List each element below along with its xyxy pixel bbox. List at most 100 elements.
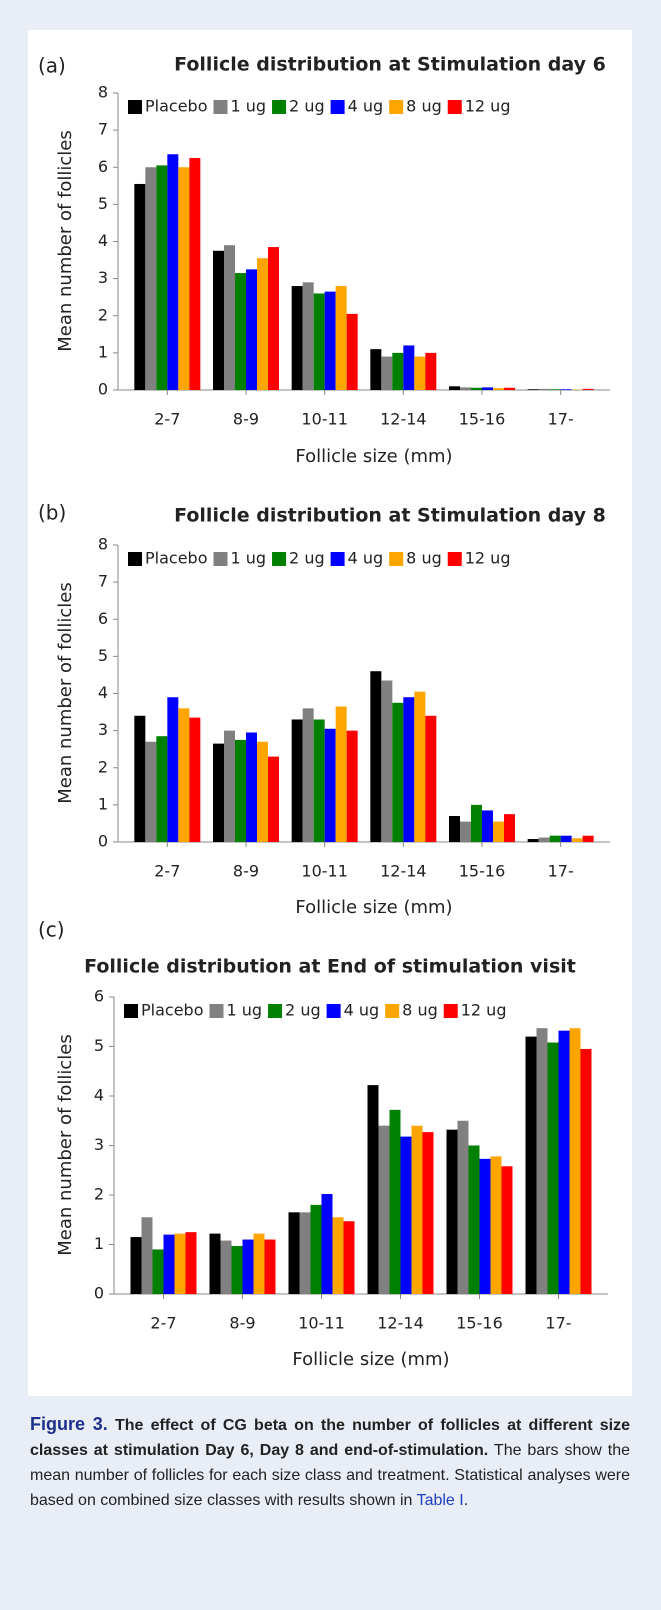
bar (220, 1240, 232, 1294)
y-tick-label: 2 (98, 757, 108, 776)
bar (167, 697, 179, 842)
bar (378, 1125, 390, 1294)
bar (479, 1158, 491, 1294)
chart-title: Follicle distribution at Stimulation day… (174, 505, 606, 527)
bar (493, 821, 504, 842)
bar (302, 708, 314, 842)
x-tick-label: 15-16 (456, 1314, 503, 1333)
caption-label: Figure 3. (30, 1414, 108, 1434)
legend-label: 2 ug (285, 1001, 321, 1020)
y-tick-label: 5 (98, 194, 108, 213)
bar (346, 313, 358, 390)
bar (224, 730, 235, 842)
bar (141, 1217, 153, 1294)
bar (381, 356, 393, 390)
bar (582, 835, 594, 842)
legend-swatch (213, 552, 228, 566)
y-tick-label: 0 (98, 380, 108, 399)
bar (392, 352, 404, 390)
x-axis-label: Follicle size (mm) (292, 1349, 449, 1370)
bar (156, 165, 168, 390)
bar (134, 183, 146, 390)
bar (549, 835, 561, 842)
legend-swatch (209, 1004, 224, 1018)
x-tick-label: 8-9 (233, 862, 259, 881)
bar (446, 1129, 458, 1294)
bar (167, 154, 179, 390)
panel-label: (c) (38, 918, 65, 942)
bar (449, 386, 460, 390)
legend-label: Placebo (145, 97, 207, 116)
legend-swatch (447, 552, 462, 566)
bar (321, 1194, 333, 1294)
legend-label: 8 ug (406, 549, 442, 568)
legend-swatch (213, 100, 228, 114)
bar (235, 739, 246, 842)
caption-end: . (463, 1492, 469, 1509)
x-tick-label: 12-14 (380, 862, 427, 881)
bar (501, 1166, 513, 1294)
bar (411, 1125, 423, 1294)
x-tick-label: 17- (545, 1314, 571, 1333)
caption: Figure 3. The effect of CG beta on the n… (30, 1412, 630, 1513)
bar (460, 387, 471, 390)
y-tick-label: 1 (98, 794, 108, 813)
bar (560, 835, 572, 842)
bar (389, 1109, 401, 1294)
y-tick-label: 5 (98, 646, 108, 665)
legend-label: 12 ug (465, 549, 511, 568)
bar (580, 1048, 592, 1294)
legend-swatch (268, 1004, 283, 1018)
y-tick-label: 3 (98, 720, 108, 739)
bar (145, 167, 157, 390)
y-tick-label: 3 (94, 1135, 104, 1154)
legend-label: 8 ug (406, 97, 442, 116)
bar (163, 1234, 175, 1294)
legend-label: 4 ug (348, 549, 384, 568)
y-tick-label: 2 (94, 1185, 104, 1204)
bar (422, 1132, 434, 1294)
legend-label: 2 ug (289, 97, 325, 116)
x-tick-label: 8-9 (233, 410, 259, 429)
bar (370, 349, 382, 390)
bar (504, 387, 515, 390)
y-axis-label: Mean number of follicles (55, 130, 76, 352)
bar (324, 728, 336, 842)
bar (145, 741, 157, 842)
bar (527, 839, 539, 842)
bar (547, 1042, 559, 1294)
y-tick-label: 1 (98, 342, 108, 361)
bar (174, 1233, 186, 1294)
y-tick-label: 1 (94, 1234, 104, 1253)
bar (324, 291, 336, 390)
bar (482, 387, 493, 390)
bar (246, 269, 257, 390)
legend-label: Placebo (141, 1001, 203, 1020)
bar (343, 1221, 355, 1294)
y-tick-label: 4 (94, 1086, 104, 1105)
table-link[interactable]: Table I (416, 1492, 464, 1509)
x-tick-label: 15-16 (459, 862, 506, 881)
bar (400, 1136, 412, 1294)
bar (457, 1120, 469, 1294)
chart-title: Follicle distribution at Stimulation day… (174, 54, 606, 76)
bar (335, 706, 347, 842)
bar (134, 715, 146, 842)
bar (213, 743, 224, 842)
bar (268, 247, 279, 390)
bar (313, 293, 325, 390)
x-tick-label: 15-16 (459, 410, 506, 429)
bar (299, 1212, 311, 1294)
bar (130, 1237, 142, 1294)
x-tick-label: 2-7 (150, 1314, 176, 1333)
bar (264, 1239, 276, 1294)
bar (310, 1204, 322, 1294)
bar (189, 717, 201, 842)
legend-swatch (389, 100, 404, 114)
y-tick-label: 6 (98, 609, 108, 628)
legend-swatch (128, 552, 142, 566)
y-tick-label: 4 (98, 231, 108, 250)
x-tick-label: 10-11 (298, 1314, 345, 1333)
bar (381, 680, 393, 842)
bar (242, 1239, 254, 1294)
